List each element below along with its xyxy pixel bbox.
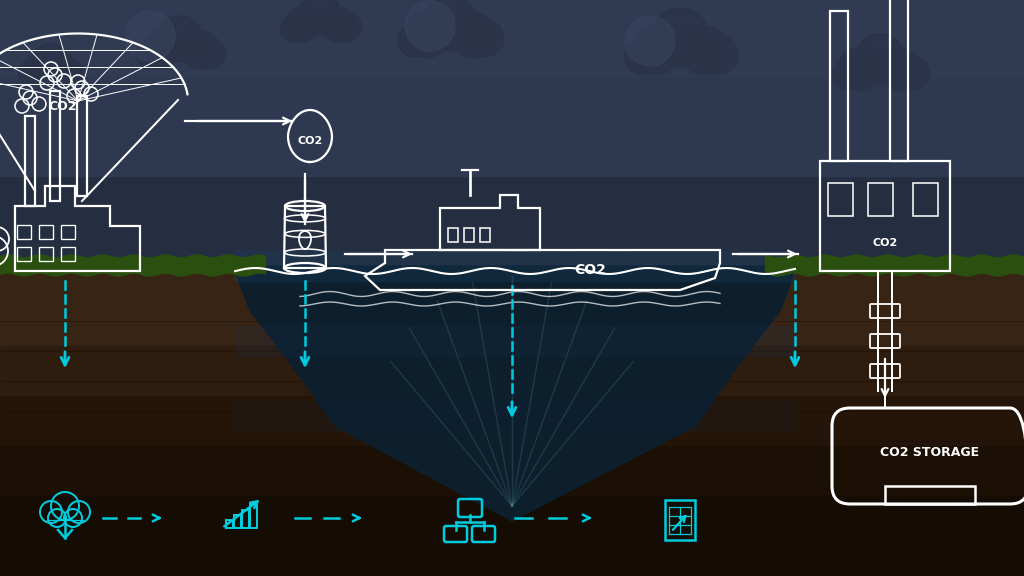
Text: CO2: CO2: [49, 100, 77, 112]
Circle shape: [18, 63, 38, 83]
Bar: [234, 401, 795, 431]
Bar: [0, 346, 1024, 396]
Circle shape: [880, 48, 922, 90]
Bar: [234, 326, 795, 356]
Circle shape: [631, 26, 680, 75]
Circle shape: [699, 35, 738, 74]
Circle shape: [423, 0, 477, 51]
Circle shape: [468, 20, 504, 57]
Text: CO2: CO2: [297, 136, 323, 146]
Circle shape: [285, 7, 321, 41]
Polygon shape: [234, 266, 795, 521]
Bar: [0, 396, 1024, 446]
Circle shape: [650, 8, 710, 67]
Circle shape: [319, 7, 355, 41]
Text: CO2: CO2: [574, 263, 606, 277]
Circle shape: [334, 13, 361, 41]
Bar: [234, 251, 795, 281]
Circle shape: [280, 17, 305, 41]
Circle shape: [624, 39, 659, 74]
Bar: [0, 271, 1024, 346]
Circle shape: [625, 16, 675, 66]
Circle shape: [125, 11, 175, 61]
Text: CO2 STORAGE: CO2 STORAGE: [881, 446, 980, 460]
Bar: [0, 496, 1024, 576]
Bar: [234, 515, 241, 528]
Bar: [665, 500, 695, 540]
Bar: [0, 176, 1024, 276]
Circle shape: [50, 55, 78, 83]
Circle shape: [398, 24, 430, 57]
Circle shape: [680, 26, 729, 75]
Circle shape: [157, 16, 203, 62]
Bar: [242, 510, 249, 528]
Bar: [0, 271, 1024, 576]
Circle shape: [299, 0, 341, 36]
Circle shape: [180, 31, 218, 69]
Circle shape: [33, 44, 67, 77]
Bar: [0, 76, 1024, 176]
Bar: [0, 0, 1024, 76]
Circle shape: [22, 55, 50, 83]
Circle shape: [195, 37, 225, 69]
Circle shape: [896, 56, 930, 90]
Bar: [250, 504, 257, 528]
Bar: [0, 526, 1024, 576]
Bar: [0, 446, 1024, 496]
Circle shape: [833, 60, 862, 90]
Bar: [226, 520, 233, 528]
Circle shape: [136, 41, 164, 69]
Circle shape: [404, 12, 450, 58]
Bar: [0, 276, 1024, 356]
Bar: [0, 456, 1024, 526]
Circle shape: [141, 31, 180, 69]
Bar: [0, 356, 1024, 456]
Text: CO2: CO2: [872, 238, 898, 248]
Circle shape: [838, 48, 880, 90]
Circle shape: [60, 60, 83, 83]
Circle shape: [450, 12, 496, 58]
Circle shape: [406, 1, 455, 51]
Circle shape: [855, 34, 905, 84]
